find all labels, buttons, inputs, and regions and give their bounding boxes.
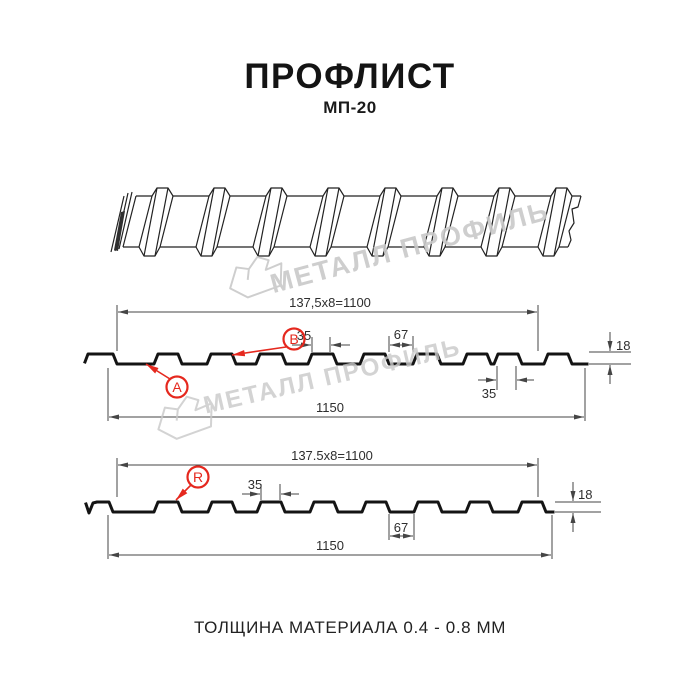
dim-text-rib-bottom-section: 35 <box>248 477 262 492</box>
sheet-right-cut-edge <box>567 195 582 248</box>
watermark-lower: МЕТАЛЛ ПРОФИЛЬ <box>157 334 464 440</box>
label-a-circle <box>165 375 189 399</box>
sheet-left-cut-edge <box>110 191 137 253</box>
dim-ext-height-top <box>589 351 631 365</box>
sheet-rib-lines <box>138 187 573 257</box>
dim-ext-overall-bottom <box>107 515 553 559</box>
dim-ext-rib-bottom-section <box>260 484 281 500</box>
dim-text-coverage-top: 137,5x8=1100 <box>289 295 371 310</box>
dim-ext-rib-top <box>311 337 331 352</box>
dim-ext-coverage-bottom <box>116 458 539 497</box>
dim-text-height-bottom: 18 <box>578 487 592 502</box>
page-title: ПРОФЛИСТ <box>244 57 456 96</box>
label-b-leader <box>231 346 287 357</box>
sheet-bottom-edge-profile <box>123 246 568 257</box>
dim-ext-overall-top <box>107 368 586 421</box>
isometric-sheet-view <box>110 187 582 257</box>
metal-profile-logo-icon <box>229 255 283 299</box>
dim-text-height-top: 18 <box>616 338 630 353</box>
dim-ext-edge-rib <box>496 366 517 390</box>
label-b-text: В <box>289 331 298 347</box>
dim-text-overall-bottom: 1150 <box>316 538 344 553</box>
dim-text-coverage-bottom: 137.5x8=1100 <box>291 448 373 463</box>
sheet-edge-shadow <box>114 211 125 251</box>
dim-text-overall-top: 1150 <box>316 400 344 415</box>
dim-ext-flat-top <box>388 336 414 352</box>
profile-outline-bottom-section <box>84 500 555 515</box>
bottom-cross-section: 137.5x8=1100 35 67 18 1150 <box>84 448 601 559</box>
label-r-circle <box>186 465 210 489</box>
dim-text-edge-rib: 35 <box>482 386 496 401</box>
material-thickness-note: ТОЛЩИНА МАТЕРИАЛА 0.4 - 0.8 ММ <box>193 618 507 637</box>
profile-outline-top-section <box>83 352 589 366</box>
dim-ext-height-bottom <box>555 501 601 513</box>
label-b-circle <box>282 327 306 351</box>
dim-ext-flat-bottom-section <box>388 514 415 540</box>
sheet-top-edge-profile <box>136 187 581 197</box>
label-a-text: А <box>172 379 182 395</box>
label-r-leader <box>175 484 192 501</box>
profile-model-subtitle: МП-20 <box>323 98 377 117</box>
dim-text-flat-bottom-section: 67 <box>394 520 408 535</box>
label-r-text: R <box>193 469 203 485</box>
label-a-leader <box>145 363 171 380</box>
metal-profile-logo-icon <box>157 395 213 440</box>
top-cross-section: 137,5x8=1100 35 67 35 18 <box>83 295 631 421</box>
dim-text-flat-top: 67 <box>394 327 408 342</box>
watermark-upper: МЕТАЛЛ ПРОФИЛЬ <box>229 196 552 299</box>
dim-ext-coverage-top <box>116 305 539 351</box>
